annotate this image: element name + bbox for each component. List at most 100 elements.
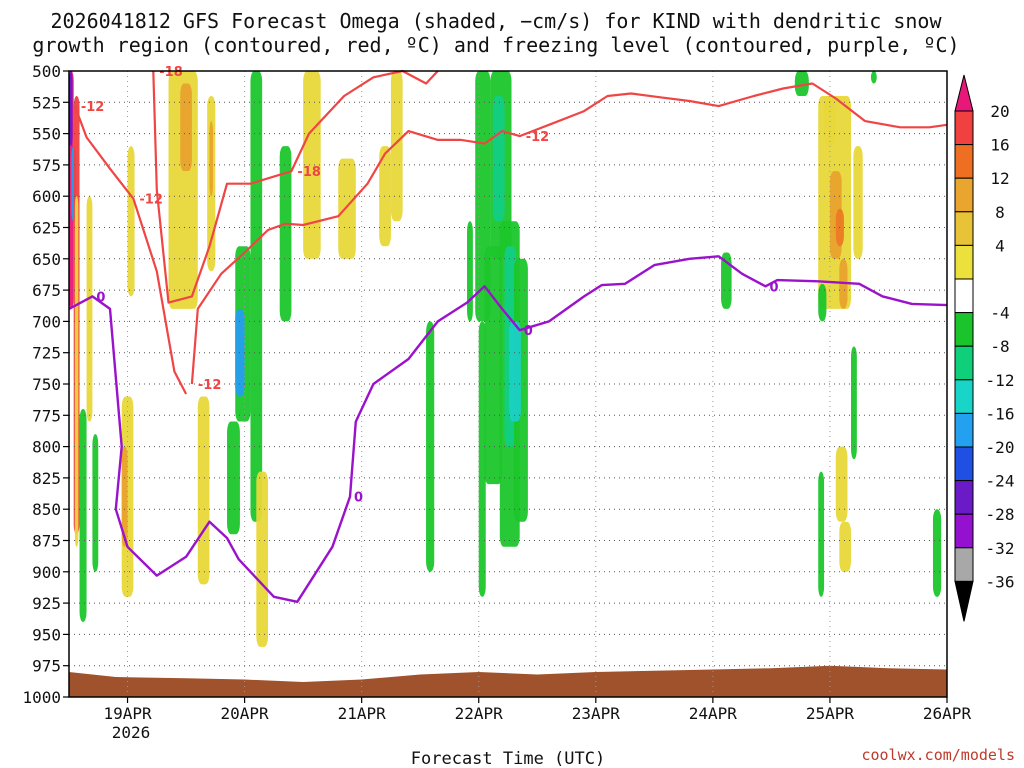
colorbar-label-7: -12 xyxy=(986,371,1015,390)
omega-region-38 xyxy=(794,71,809,97)
dgz-contour-1 xyxy=(190,82,948,385)
colorbar-segment-11 xyxy=(954,446,974,482)
omega-region-49 xyxy=(839,521,852,572)
freezing-level-label-3: 0 xyxy=(770,280,779,295)
colorbar-segment-14 xyxy=(954,547,974,582)
omega-region-14 xyxy=(209,121,213,197)
omega-region-23 xyxy=(338,158,356,259)
y-tick-label-700: 700 xyxy=(32,312,61,331)
omega-region-48 xyxy=(818,471,825,597)
colorbar: 20 16 12 8 4 -4 -8 -12 -16 -20 -24 -28 -32 -36 xyxy=(954,74,1015,622)
colorbar-label-6: -8 xyxy=(990,337,1009,356)
y-tick-label-675: 675 xyxy=(32,281,61,300)
x-tick-label-25APR: 25APR xyxy=(806,704,855,723)
terrain-surface xyxy=(69,665,947,697)
colorbar-label-8: -16 xyxy=(986,404,1015,423)
omega-region-29 xyxy=(478,321,486,597)
omega-region-50 xyxy=(932,509,942,597)
omega-region-22 xyxy=(303,71,321,259)
chart-title-line2: growth region (contoured, red, ºC) and f… xyxy=(32,33,959,57)
dgz-contour-label-2-0: -18 xyxy=(159,65,183,80)
y-axis: 500 525 550 575 600 625 650 675 700 725 750 775 800 8… xyxy=(22,62,69,707)
credit-text: coolwx.com/models xyxy=(861,746,1015,764)
omega-region-6 xyxy=(92,434,99,572)
colorbar-segment-6 xyxy=(954,278,974,314)
omega-region-46 xyxy=(853,146,863,259)
colorbar-label-1: 16 xyxy=(990,136,1009,155)
colorbar-segment-12 xyxy=(954,480,974,515)
omega-region-5 xyxy=(79,409,87,622)
y-tick-label-500: 500 xyxy=(32,62,61,81)
omega-region-7 xyxy=(86,196,93,422)
colorbar-label-9: -20 xyxy=(986,438,1015,457)
chart-title-line1: 2026041812 GFS Forecast Omega (shaded, −… xyxy=(50,9,942,33)
colorbar-segment-1 xyxy=(954,110,974,146)
y-tick-label-750: 750 xyxy=(32,375,61,394)
y-tick-label-600: 600 xyxy=(32,187,61,206)
x-axis-title: Forecast Time (UTC) xyxy=(411,749,605,768)
omega-region-19 xyxy=(250,71,263,522)
dgz-contour-2 xyxy=(152,69,439,304)
omega-region-4 xyxy=(74,196,79,547)
colorbar-label-5: -4 xyxy=(990,304,1009,323)
dgz-contour-label-1-1: -12 xyxy=(526,130,550,145)
omega-region-37 xyxy=(721,252,732,309)
dgz-contour-label-0-0: -12 xyxy=(81,100,105,115)
colorbar-label-4: 4 xyxy=(995,236,1005,255)
omega-region-1 xyxy=(69,71,73,147)
y-tick-label-875: 875 xyxy=(32,532,61,551)
y-tick-label-800: 800 xyxy=(32,438,61,457)
colorbar-segment-9 xyxy=(954,379,974,414)
omega-region-10 xyxy=(127,146,135,297)
freezing-level-label-0: 0 xyxy=(96,290,105,305)
y-tick-label-975: 975 xyxy=(32,657,61,676)
omega-region-45 xyxy=(835,446,848,522)
y-tick-label-925: 925 xyxy=(32,594,61,613)
x-tick-label-19APR: 19APR xyxy=(103,704,152,723)
omega-region-47 xyxy=(851,346,857,460)
x-tick-label-26APR: 26APR xyxy=(923,704,972,723)
y-tick-label-725: 725 xyxy=(32,344,61,363)
colorbar-segment-2 xyxy=(954,144,974,179)
omega-region-28 xyxy=(484,246,503,485)
colorbar-label-3: 8 xyxy=(995,203,1005,222)
omega-region-12 xyxy=(180,83,192,172)
y-tick-label-625: 625 xyxy=(32,219,61,238)
y-tick-label-650: 650 xyxy=(32,250,61,269)
omega-region-31 xyxy=(492,96,505,222)
omega-region-51 xyxy=(870,71,877,84)
freezing-level-contour xyxy=(68,255,948,603)
year-label: 2026 xyxy=(112,723,151,742)
omega-shading xyxy=(69,71,947,697)
colorbar-label-12: -32 xyxy=(986,539,1015,558)
dgz-contour-label-2-1: -18 xyxy=(297,165,321,180)
omega-region-18 xyxy=(227,421,240,535)
x-axis: 19APR 20APR 21APR 22APR 23APR 24APR 25APR 26APR xyxy=(103,697,971,723)
colorbar-segment-13 xyxy=(954,513,974,549)
colorbar-segment-3 xyxy=(954,177,974,213)
omega-region-35 xyxy=(509,321,521,422)
x-tick-label-23APR: 23APR xyxy=(572,704,621,723)
colorbar-label-0: 20 xyxy=(990,102,1009,121)
colorbar-label-2: 12 xyxy=(990,169,1009,188)
x-tick-label-20APR: 20APR xyxy=(221,704,270,723)
y-tick-label-575: 575 xyxy=(32,156,61,175)
freezing-level-label-2: 0 xyxy=(524,324,533,339)
colorbar-bottom-arrow xyxy=(954,580,974,622)
colorbar-label-10: -24 xyxy=(986,472,1015,491)
colorbar-top-arrow xyxy=(954,74,974,112)
colorbar-segment-5 xyxy=(954,244,974,280)
dgz-contour-0 xyxy=(73,105,188,395)
colorbar-segment-8 xyxy=(954,345,974,381)
y-tick-label-775: 775 xyxy=(32,406,61,425)
y-tick-label-850: 850 xyxy=(32,500,61,519)
omega-region-26 xyxy=(467,221,473,322)
colorbar-segment-7 xyxy=(954,312,974,347)
omega-region-9 xyxy=(121,446,128,547)
omega-region-43 xyxy=(818,283,827,322)
freezing-level-label-1: 0 xyxy=(354,491,363,506)
x-tick-label-24APR: 24APR xyxy=(689,704,738,723)
colorbar-segment-4 xyxy=(954,211,974,246)
